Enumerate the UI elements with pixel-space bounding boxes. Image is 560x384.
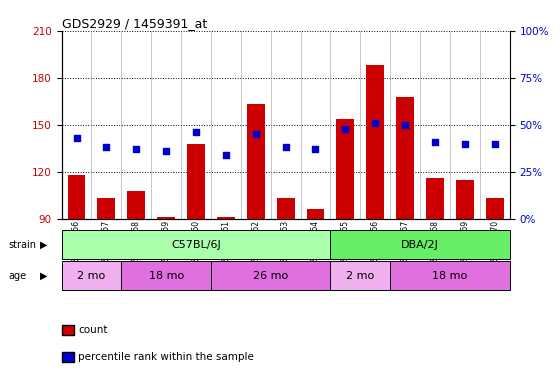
Text: DBA/2J: DBA/2J	[401, 240, 439, 250]
Point	[102, 144, 111, 151]
Text: 26 mo: 26 mo	[253, 270, 288, 281]
Point	[431, 139, 440, 145]
Bar	[277, 199, 295, 219]
Bar	[122, 261, 211, 290]
Bar	[157, 217, 175, 219]
Bar	[62, 261, 122, 290]
Point	[400, 122, 409, 128]
Bar	[217, 217, 235, 219]
Point	[221, 152, 230, 158]
Point	[490, 141, 499, 147]
Bar	[97, 199, 115, 219]
Bar	[247, 104, 265, 219]
Bar	[68, 175, 86, 219]
Bar	[62, 230, 330, 259]
Point	[132, 146, 141, 152]
Text: strain: strain	[8, 240, 36, 250]
Bar	[330, 261, 390, 290]
Text: age: age	[8, 270, 26, 281]
Bar	[396, 97, 414, 219]
Point	[192, 129, 200, 136]
Point	[281, 144, 290, 151]
Text: 2 mo: 2 mo	[77, 270, 106, 281]
Point	[311, 146, 320, 152]
Bar	[366, 65, 384, 219]
Point	[371, 120, 380, 126]
Bar	[426, 178, 444, 219]
Bar	[306, 210, 324, 219]
Bar	[456, 180, 474, 219]
Text: 18 mo: 18 mo	[432, 270, 468, 281]
Text: C57BL/6J: C57BL/6J	[171, 240, 221, 250]
Bar	[390, 261, 510, 290]
Bar	[486, 199, 503, 219]
Text: ▶: ▶	[40, 240, 48, 250]
Bar	[211, 261, 330, 290]
Bar	[330, 230, 510, 259]
Bar	[187, 144, 205, 219]
Point	[251, 131, 260, 137]
Point	[460, 141, 469, 147]
Point	[341, 126, 350, 132]
Bar	[127, 191, 145, 219]
Text: ▶: ▶	[40, 270, 48, 281]
Text: GDS2929 / 1459391_at: GDS2929 / 1459391_at	[62, 17, 207, 30]
Text: percentile rank within the sample: percentile rank within the sample	[78, 352, 254, 362]
Point	[72, 135, 81, 141]
Bar	[337, 119, 354, 219]
Text: count: count	[78, 325, 108, 335]
Text: 18 mo: 18 mo	[148, 270, 184, 281]
Point	[162, 148, 171, 154]
Text: 2 mo: 2 mo	[346, 270, 375, 281]
